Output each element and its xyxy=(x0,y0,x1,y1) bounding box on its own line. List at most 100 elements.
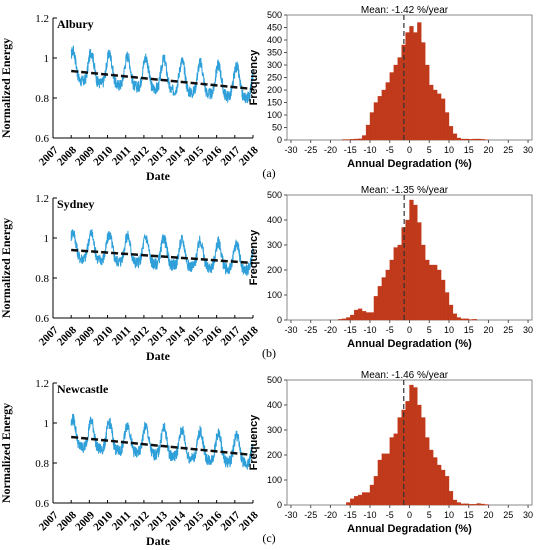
x-tick-label: -25 xyxy=(304,145,317,155)
y-tick-label: 0 xyxy=(277,500,282,510)
histogram-bar xyxy=(452,133,458,141)
trend-line xyxy=(71,69,254,91)
y-tick-label: 500 xyxy=(267,375,282,385)
x-tick-label: -20 xyxy=(324,145,337,155)
histogram-bar xyxy=(381,453,386,506)
x-tick-label: 2018 xyxy=(237,144,261,168)
histogram-bar xyxy=(464,318,469,321)
x-tick-label: -20 xyxy=(324,510,337,520)
x-tick-label: 15 xyxy=(464,325,474,335)
histogram-bar xyxy=(413,387,418,506)
y-tick-label: 0.8 xyxy=(35,458,49,470)
histogram-bar xyxy=(433,89,438,141)
histogram-bar xyxy=(409,26,414,141)
histogram-bar xyxy=(452,499,458,506)
histogram-bar xyxy=(346,139,351,141)
histogram-bar xyxy=(413,32,418,141)
y-tick-label: 300 xyxy=(267,60,282,70)
histogram-bar xyxy=(448,304,454,321)
panel-label: (c) xyxy=(262,531,275,545)
histogram-bar xyxy=(448,126,454,141)
histogram-bar xyxy=(373,476,379,506)
histogram-bar xyxy=(377,96,382,141)
x-tick-label: 2011 xyxy=(110,144,134,168)
histogram-bar xyxy=(365,124,371,141)
histogram-bar xyxy=(413,204,418,321)
histogram-bar xyxy=(405,401,410,506)
y-axis-label: Normalized Energy xyxy=(0,403,13,503)
y-tick-label: 500 xyxy=(267,190,282,200)
histogram-bar xyxy=(385,453,390,506)
x-tick-label: 5 xyxy=(427,510,432,520)
y-axis-label: Frequency xyxy=(248,414,260,471)
histogram-bar xyxy=(460,138,465,141)
histogram-bar xyxy=(460,503,465,506)
trend-line xyxy=(71,435,254,457)
x-tick-label: -10 xyxy=(363,145,376,155)
histogram-bar xyxy=(377,459,382,506)
panel-label: (b) xyxy=(262,346,276,360)
histogram-bar xyxy=(440,469,446,506)
histogram-bar xyxy=(354,138,359,141)
y-tick-label: 1 xyxy=(44,53,50,65)
histogram-bar xyxy=(437,93,442,141)
histogram-bar xyxy=(452,313,458,321)
y-tick-label: 200 xyxy=(267,85,282,95)
x-tick-label: 20 xyxy=(484,510,494,520)
histogram-bar xyxy=(377,286,382,321)
x-tick-label: -15 xyxy=(344,145,357,155)
x-tick-label: -5 xyxy=(386,325,394,335)
site-title: Sydney xyxy=(57,197,94,211)
histogram-bar xyxy=(357,494,363,506)
x-tick-label: -30 xyxy=(284,145,297,155)
histogram-bar xyxy=(405,32,410,141)
y-tick-label: 350 xyxy=(267,48,282,58)
x-tick-label: 10 xyxy=(444,325,454,335)
x-tick-label: 0 xyxy=(407,145,412,155)
x-tick-label: 25 xyxy=(503,145,513,155)
histogram-bar xyxy=(425,64,430,141)
x-tick-label: 2018 xyxy=(237,324,261,348)
histogram-bar xyxy=(425,259,430,321)
x-tick-label: 30 xyxy=(523,145,533,155)
energy-chart-albury: 0.60.811.2200720082009201020112012201320… xyxy=(0,13,261,183)
x-tick-label: 5 xyxy=(427,325,432,335)
histogram-bar xyxy=(440,98,446,141)
histogram-bar xyxy=(456,317,462,321)
x-tick-label: 20 xyxy=(484,325,494,335)
histogram-bar xyxy=(425,437,430,506)
histogram-bar xyxy=(409,384,414,506)
energy-chart-newcastle: 0.60.811.2200720082009201020112012201320… xyxy=(0,378,261,548)
y-tick-label: 500 xyxy=(267,10,282,20)
histogram-bar xyxy=(381,277,386,321)
histogram-bar xyxy=(472,138,477,141)
histogram-bar xyxy=(389,259,394,321)
histogram-bar xyxy=(444,476,450,506)
site-title: Albury xyxy=(57,17,94,31)
site-title: Newcastle xyxy=(57,382,109,396)
mean-label: Mean: -1.35 %/year xyxy=(361,185,449,196)
histogram-bar xyxy=(342,139,347,141)
y-tick-label: 0.8 xyxy=(35,93,49,105)
histogram-bar xyxy=(440,279,446,321)
y-tick-label: 100 xyxy=(267,290,282,300)
y-tick-label: 0.6 xyxy=(35,133,49,145)
x-tick-label: -5 xyxy=(386,145,394,155)
histogram-bar xyxy=(354,309,359,321)
mean-label: Mean: -1.46 %/year xyxy=(361,370,449,381)
x-tick-label: 2011 xyxy=(110,324,134,348)
y-tick-label: 450 xyxy=(267,23,282,33)
histogram-bar xyxy=(437,464,442,506)
histogram-bar xyxy=(361,492,367,506)
x-tick-label: 10 xyxy=(444,510,454,520)
histogram-bar xyxy=(433,457,438,506)
trend-line xyxy=(71,248,254,265)
x-tick-label: 25 xyxy=(503,325,513,335)
x-tick-label: 20 xyxy=(484,145,494,155)
x-tick-label: 25 xyxy=(503,510,513,520)
histogram-bar xyxy=(476,503,481,506)
histogram-bar xyxy=(468,139,473,141)
histogram-bar xyxy=(476,138,481,141)
x-tick-label: -30 xyxy=(284,510,297,520)
histogram-bar xyxy=(429,264,434,321)
